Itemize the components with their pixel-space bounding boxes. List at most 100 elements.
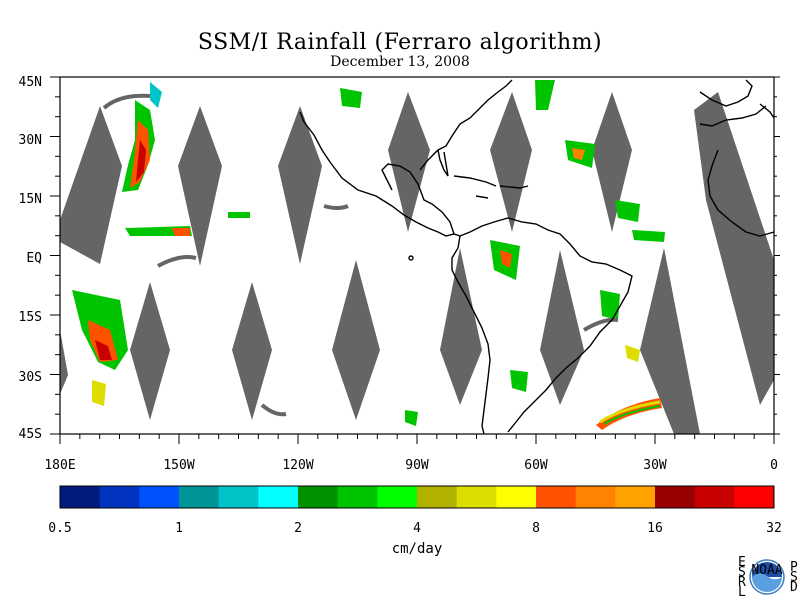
lat-label: 45N: [19, 75, 42, 90]
logo-letter: E: [738, 556, 746, 570]
coastlines: [299, 79, 775, 435]
swath-gaps: [60, 92, 774, 434]
logo-letter: R: [738, 575, 746, 590]
coastline: [499, 185, 529, 189]
rain-band: [603, 405, 661, 425]
lat-label: 30N: [19, 133, 42, 148]
swath-arc: [323, 204, 349, 210]
swath-gap: [490, 92, 532, 232]
chart-title: SSM/I Rainfall (Ferraro algorithm): [197, 30, 603, 55]
noaa-esrl-psd-logo: E S R L NOAA P S D: [738, 556, 798, 598]
colorbar-swatch: [417, 486, 458, 508]
colorbar-swatch: [60, 486, 101, 508]
colorbar-tick-label: 32: [766, 521, 782, 536]
rain-patch: [500, 250, 512, 268]
rain-patch: [95, 340, 112, 360]
rain-patch: [92, 380, 106, 406]
colorbar-tick-label: 1: [175, 521, 183, 536]
lon-label: 30W: [643, 458, 667, 473]
colorbar-swatch: [655, 486, 696, 508]
coastline: [299, 111, 461, 237]
colorbar-swatch: [496, 486, 537, 508]
swath-arc: [260, 403, 287, 417]
axis-ticks: [50, 76, 780, 444]
coastline: [699, 79, 753, 107]
swath-arcs: [102, 93, 619, 417]
rain-patch: [228, 212, 250, 218]
swath-gap: [60, 330, 68, 394]
colorbar-units: cm/day: [391, 541, 443, 557]
noaa-emblem-sky: [752, 562, 782, 577]
colorbar-swatch: [258, 486, 299, 508]
lon-label: 180E: [44, 458, 75, 473]
longitude-axis: 180E 150W 120W 90W 60W 30W 0: [44, 458, 778, 473]
swath-gap: [60, 106, 122, 264]
rain-band: [599, 400, 661, 424]
coastline: [419, 79, 513, 171]
coastline: [381, 163, 455, 235]
colorbar-swatch: [179, 486, 220, 508]
lat-label: 45S: [19, 427, 42, 442]
rain-patch: [88, 320, 118, 362]
rain-patch: [172, 228, 190, 236]
rain-patch: [340, 88, 362, 108]
coastline: [699, 105, 767, 127]
lat-label: 30S: [19, 370, 42, 385]
colorbar-swatch: [99, 486, 140, 508]
logo-letter: L: [738, 585, 746, 598]
logo-letter: D: [790, 580, 798, 595]
colorbar-swatch: [298, 486, 339, 508]
rain-patch: [136, 140, 146, 182]
coastline: [453, 175, 497, 187]
swath-arc: [157, 255, 197, 268]
rain-patch: [625, 345, 640, 362]
rain-patch: [632, 230, 665, 242]
swath-gap: [540, 250, 584, 405]
coastline: [459, 217, 633, 433]
noaa-emblem-text: NOAA: [751, 563, 782, 578]
swath-gap: [178, 106, 222, 266]
coastline: [707, 149, 775, 237]
map-content: [60, 79, 775, 435]
coastline: [759, 103, 775, 119]
rain-patch: [572, 148, 585, 160]
rain-patch: [535, 80, 555, 110]
swath-gap: [232, 282, 272, 420]
noaa-emblem-wave: [752, 573, 782, 592]
rain-patch: [510, 370, 528, 392]
lat-label: EQ: [26, 251, 42, 266]
rain-patch: [615, 200, 640, 222]
logo-letter: P: [790, 560, 798, 575]
colorbar-tick-label: 8: [532, 521, 540, 536]
coastline: [437, 149, 449, 177]
colorbar-swatch: [615, 486, 656, 508]
colorbar-swatch: [456, 486, 497, 508]
swath-arc: [582, 317, 619, 332]
lon-label: 150W: [163, 458, 194, 473]
swath-gap: [592, 92, 632, 232]
lon-label: 60W: [524, 458, 548, 473]
colorbar-tick-label: 16: [647, 521, 663, 536]
swath-gap: [640, 248, 700, 434]
colorbar-swatch: [337, 486, 378, 508]
colorbar-swatch: [218, 486, 259, 508]
colorbar-swatch: [734, 486, 775, 508]
logo-letter: S: [738, 565, 746, 580]
swath-gap: [388, 92, 430, 232]
latitude-axis: 45N 30N 15N EQ 15S 30S 45S: [19, 75, 43, 442]
rain-patch: [600, 290, 620, 320]
lat-label: 15N: [19, 192, 42, 207]
swath-gap: [694, 92, 774, 405]
colorbar-tick-label: 4: [413, 521, 421, 536]
chart-date: December 13, 2008: [330, 54, 470, 70]
lat-label: 15S: [19, 310, 42, 325]
swath-gap: [130, 282, 170, 420]
colorbar-swatch: [694, 486, 735, 508]
colorbar-swatch: [139, 486, 180, 508]
lon-label: 0: [770, 458, 778, 473]
colorbar-swatch: [377, 486, 418, 508]
colorbar: [60, 486, 775, 508]
colorbar-swatch: [536, 486, 577, 508]
colorbar-tick-label: 2: [294, 521, 302, 536]
colorbar-tick-label: 0.5: [48, 521, 71, 536]
